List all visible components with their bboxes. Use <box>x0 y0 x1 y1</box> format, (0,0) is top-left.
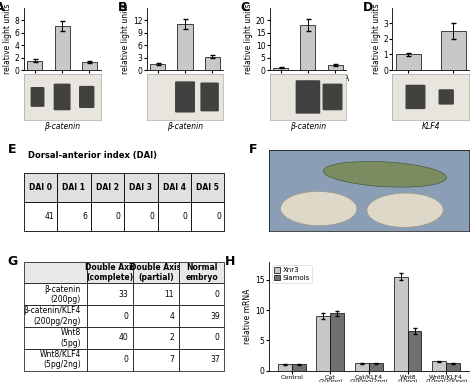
FancyBboxPatch shape <box>54 84 71 110</box>
Text: E: E <box>8 143 16 156</box>
Bar <box>369 363 383 371</box>
Bar <box>292 364 306 371</box>
Bar <box>177 24 192 70</box>
Ellipse shape <box>281 191 357 226</box>
Bar <box>393 277 408 371</box>
Text: F: F <box>248 143 257 156</box>
Ellipse shape <box>367 193 443 227</box>
Bar <box>408 331 421 371</box>
Text: β-catenin: β-catenin <box>167 123 203 131</box>
Bar <box>55 26 70 70</box>
Text: β-catenin: β-catenin <box>290 123 326 131</box>
Bar <box>432 361 446 371</box>
FancyBboxPatch shape <box>296 80 320 114</box>
Text: B: B <box>118 2 127 15</box>
Y-axis label: relative light units: relative light units <box>372 3 381 74</box>
Bar <box>446 363 460 371</box>
FancyBboxPatch shape <box>175 81 195 113</box>
Bar <box>441 31 466 70</box>
Text: Dorsal-anterior index (DAI): Dorsal-anterior index (DAI) <box>27 151 157 160</box>
FancyBboxPatch shape <box>405 85 426 109</box>
Bar <box>396 55 421 70</box>
Legend: Xnr3, Siamois: Xnr3, Siamois <box>272 265 312 283</box>
Y-axis label: relative light units: relative light units <box>121 3 130 74</box>
Text: D: D <box>363 2 374 15</box>
Bar <box>330 313 344 371</box>
Bar <box>27 61 42 70</box>
Bar <box>328 65 343 70</box>
Y-axis label: relative mRNA: relative mRNA <box>243 288 252 344</box>
FancyBboxPatch shape <box>79 86 94 108</box>
Bar <box>316 316 330 371</box>
Text: KLF4: KLF4 <box>421 123 440 131</box>
Bar <box>82 62 97 70</box>
Bar <box>278 364 292 371</box>
Text: G: G <box>8 255 18 268</box>
FancyBboxPatch shape <box>201 83 219 112</box>
FancyBboxPatch shape <box>438 89 454 105</box>
Y-axis label: relative light units: relative light units <box>3 3 12 74</box>
Y-axis label: relative light units: relative light units <box>244 3 253 74</box>
FancyBboxPatch shape <box>31 87 45 107</box>
Text: A: A <box>0 2 4 15</box>
Ellipse shape <box>323 162 447 187</box>
Bar <box>273 68 288 70</box>
FancyBboxPatch shape <box>322 84 343 110</box>
Text: β-catenin: β-catenin <box>44 123 80 131</box>
Text: C: C <box>240 2 249 15</box>
Bar <box>355 363 369 371</box>
Bar <box>205 57 220 70</box>
Text: H: H <box>224 255 235 268</box>
Bar <box>301 25 316 70</box>
Bar <box>150 64 165 70</box>
